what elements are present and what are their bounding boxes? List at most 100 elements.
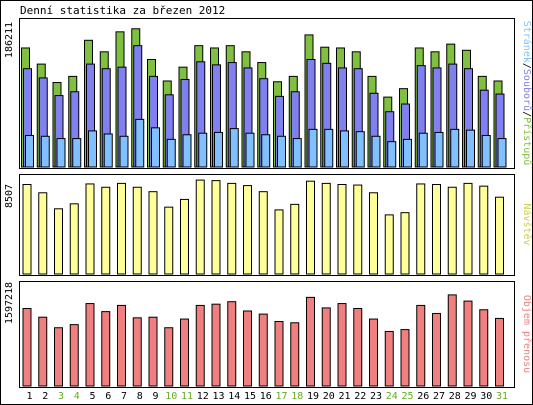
bar-kbytes-day-7 bbox=[117, 304, 126, 387]
bar-kbytes-day-8 bbox=[132, 317, 142, 387]
bar-visits-day-20 bbox=[321, 182, 331, 275]
legend-entry: Přístupů bbox=[521, 117, 533, 165]
bar-kbytes-day-28 bbox=[447, 294, 457, 387]
bar-pages-day-7 bbox=[119, 135, 129, 168]
bar-visits-day-27 bbox=[432, 183, 441, 275]
bar-kbytes-day-11 bbox=[180, 318, 189, 387]
panel-legend: Stránek/Souborů/Přístupů bbox=[521, 21, 533, 166]
day-9-bars bbox=[147, 58, 160, 168]
bar-visits-day-29 bbox=[463, 182, 473, 275]
bar-kbytes-day-16 bbox=[258, 313, 268, 387]
x-axis-day-labels: 1 2 3 4 5 6 7 8 9 10 11 12 13 14 15 16 17 18 19 20 21 22 23 24 2… bbox=[26, 391, 508, 402]
bar-visits-day-21 bbox=[337, 183, 347, 275]
bar-pages-day-16 bbox=[261, 134, 271, 168]
bar-visits-day-7 bbox=[117, 182, 126, 275]
x-tick-day-22: 22 bbox=[354, 391, 366, 402]
day-25-bars bbox=[399, 88, 412, 168]
day-17-bars bbox=[273, 81, 286, 168]
day-26-bars bbox=[414, 47, 428, 168]
x-tick-day-11: 11 bbox=[181, 391, 193, 402]
panel-kbytes: 1597218 Objem přenosu bbox=[4, 281, 533, 388]
bar-pages-day-19 bbox=[308, 128, 318, 168]
bar-kbytes-day-17 bbox=[274, 321, 284, 387]
bar-pages-day-20 bbox=[324, 128, 334, 168]
bar-visits-day-19 bbox=[306, 180, 315, 275]
bar-pages-day-3 bbox=[56, 138, 66, 168]
bar-visits-day-12 bbox=[195, 179, 205, 275]
bar-kbytes-day-29 bbox=[463, 300, 473, 387]
bar-visits-day-24 bbox=[384, 214, 394, 275]
bar-pages-day-27 bbox=[434, 131, 444, 168]
bar-pages-day-25 bbox=[403, 138, 412, 168]
bar-kbytes-day-6 bbox=[101, 311, 111, 387]
bar-visits-day-4 bbox=[69, 203, 79, 275]
legend-entry: Souborů bbox=[521, 69, 533, 111]
bar-pages-day-13 bbox=[214, 131, 223, 168]
x-tick-day-24: 24 bbox=[386, 391, 398, 402]
x-tick-day-14: 14 bbox=[228, 391, 240, 402]
bar-kbytes-day-2 bbox=[38, 316, 48, 387]
chart-panels: 186211 Stránek/Souborů/Přístupů8507Návště… bbox=[4, 18, 533, 388]
day-14-bars bbox=[225, 45, 239, 168]
x-tick-day-20: 20 bbox=[323, 391, 335, 402]
bar-pages-day-24 bbox=[387, 141, 397, 168]
bar-visits-day-25 bbox=[400, 212, 410, 275]
bar-pages-day-8 bbox=[135, 118, 145, 168]
x-tick-day-9: 9 bbox=[152, 391, 158, 402]
x-tick-day-1: 1 bbox=[26, 391, 32, 402]
panel-hits-files-pages: 186211 Stránek/Souborů/Přístupů bbox=[4, 18, 533, 169]
bar-kbytes-day-15 bbox=[243, 310, 252, 387]
bar-visits-day-9 bbox=[148, 191, 158, 275]
day-27-bars bbox=[430, 51, 444, 168]
bar-visits-day-28 bbox=[447, 186, 457, 275]
x-tick-day-18: 18 bbox=[291, 391, 303, 402]
bar-pages-day-18 bbox=[292, 138, 302, 168]
x-tick-day-21: 21 bbox=[338, 391, 350, 402]
bar-pages-day-31 bbox=[497, 138, 507, 168]
legend-entry: / bbox=[521, 111, 532, 117]
x-tick-day-5: 5 bbox=[89, 391, 95, 402]
bar-visits-day-5 bbox=[85, 183, 95, 275]
bar-kbytes-day-9 bbox=[148, 316, 158, 387]
day-13-bars bbox=[210, 47, 223, 168]
bar-kbytes-day-18 bbox=[290, 322, 300, 387]
bar-visits-day-8 bbox=[132, 186, 142, 275]
day-12-bars bbox=[194, 45, 208, 168]
bar-visits-day-15 bbox=[243, 185, 252, 275]
day-21-bars bbox=[336, 47, 349, 168]
x-tick-day-10: 10 bbox=[165, 391, 177, 402]
bar-visits-day-10 bbox=[164, 206, 174, 275]
panel-legend: Návštěv bbox=[521, 203, 533, 245]
bar-visits-day-3 bbox=[54, 208, 63, 275]
panel-visits: 8507 Návštěv bbox=[4, 174, 533, 276]
bar-visits-day-26 bbox=[416, 183, 426, 275]
x-tick-day-23: 23 bbox=[370, 391, 382, 402]
bar-kbytes-day-4 bbox=[69, 324, 79, 387]
x-tick-day-15: 15 bbox=[244, 391, 256, 402]
x-tick-day-17: 17 bbox=[275, 391, 287, 402]
bar-pages-day-28 bbox=[450, 128, 460, 168]
x-tick-day-27: 27 bbox=[433, 391, 445, 402]
bar-visits-day-6 bbox=[101, 186, 111, 275]
bar-visits-day-30 bbox=[479, 185, 489, 275]
panel-legend: Objem přenosu bbox=[521, 295, 533, 373]
day-24-bars bbox=[383, 96, 397, 168]
x-tick-day-8: 8 bbox=[137, 391, 143, 402]
day-4-bars bbox=[68, 75, 82, 168]
day-6-bars bbox=[99, 51, 113, 168]
day-7-bars bbox=[115, 31, 129, 168]
x-tick-day-13: 13 bbox=[212, 391, 224, 402]
bar-kbytes-day-24 bbox=[384, 330, 394, 387]
legend-entry: Objem přenosu bbox=[521, 295, 533, 373]
bar-visits-day-1 bbox=[22, 183, 32, 275]
x-tick-day-31: 31 bbox=[496, 391, 508, 402]
day-8-bars bbox=[131, 28, 145, 168]
x-tick-day-3: 3 bbox=[58, 391, 64, 402]
bar-kbytes-day-13 bbox=[211, 303, 221, 387]
bar-pages-day-22 bbox=[355, 131, 365, 168]
bar-kbytes-day-14 bbox=[227, 301, 237, 387]
bar-pages-day-15 bbox=[245, 132, 255, 168]
x-tick-day-26: 26 bbox=[417, 391, 429, 402]
bar-visits-day-2 bbox=[38, 192, 48, 275]
